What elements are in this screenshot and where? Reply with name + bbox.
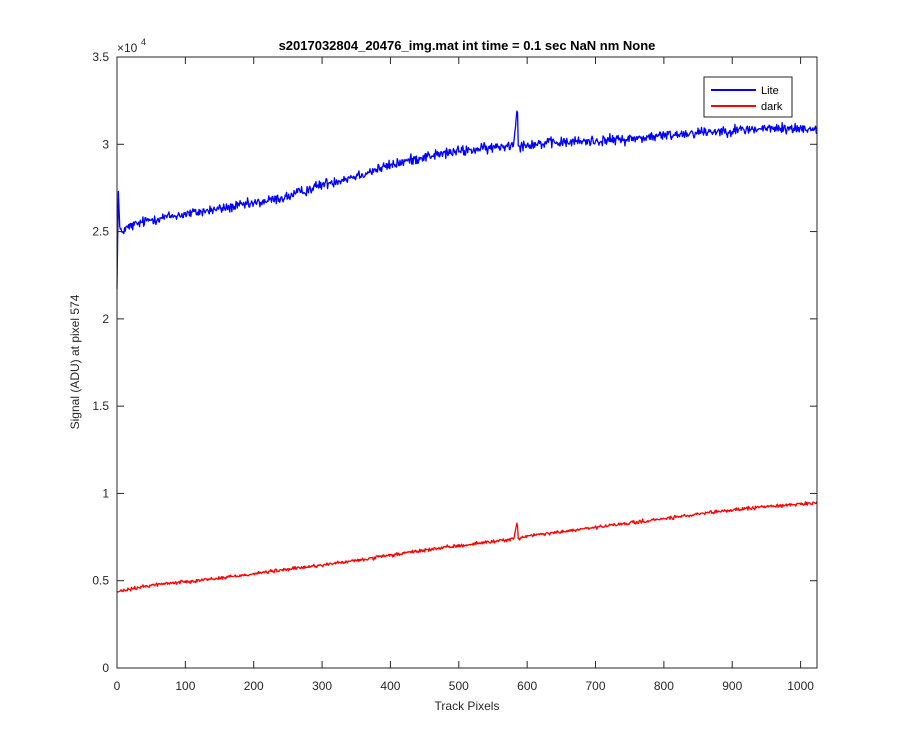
y-exponent-base: ×10 xyxy=(117,41,138,55)
x-tick-label: 500 xyxy=(449,679,469,693)
y-tick-label: 0 xyxy=(102,661,109,675)
x-tick-label: 400 xyxy=(380,679,400,693)
y-tick-label: 1.5 xyxy=(92,399,109,413)
y-tick-label: 1 xyxy=(102,486,109,500)
legend-box xyxy=(703,76,793,118)
x-tick-label: 1000 xyxy=(787,679,814,693)
y-tick-label: 2 xyxy=(102,312,109,326)
y-exponent-power: 4 xyxy=(141,37,146,47)
x-tick-label: 700 xyxy=(586,679,606,693)
axes-box xyxy=(116,56,818,669)
chart-title: s2017032804_20476_img.mat int time = 0.1… xyxy=(279,38,656,53)
y-tick-label: 0.5 xyxy=(92,574,109,588)
x-tick-label: 300 xyxy=(312,679,332,693)
x-tick-label: 900 xyxy=(722,679,742,693)
ticks-layer: 0 100 200 300 400 500 600 700 800 900 1000 0 0.5 1 1.5… xyxy=(92,50,817,693)
series-line-lite xyxy=(116,110,818,289)
legend-label-lite: Lite xyxy=(761,85,779,97)
x-tick-label: 100 xyxy=(175,679,195,693)
x-tick-label: 600 xyxy=(517,679,537,693)
y-tick-label: 3.5 xyxy=(92,50,109,64)
y-tick-label: 3 xyxy=(102,137,109,151)
y-axis-label: Signal (ADU) at pixel 574 xyxy=(68,294,82,429)
x-tick-label: 800 xyxy=(654,679,674,693)
x-axis-label: Track Pixels xyxy=(435,699,500,713)
y-tick-label: 2.5 xyxy=(92,225,109,239)
legend: Lite dark xyxy=(703,76,793,118)
series-layer xyxy=(116,110,818,593)
x-tick-label: 200 xyxy=(244,679,264,693)
legend-label-dark: dark xyxy=(761,101,783,113)
x-tick-label: 0 xyxy=(114,679,121,693)
plot-area xyxy=(117,57,817,668)
series-line-dark xyxy=(116,501,818,593)
